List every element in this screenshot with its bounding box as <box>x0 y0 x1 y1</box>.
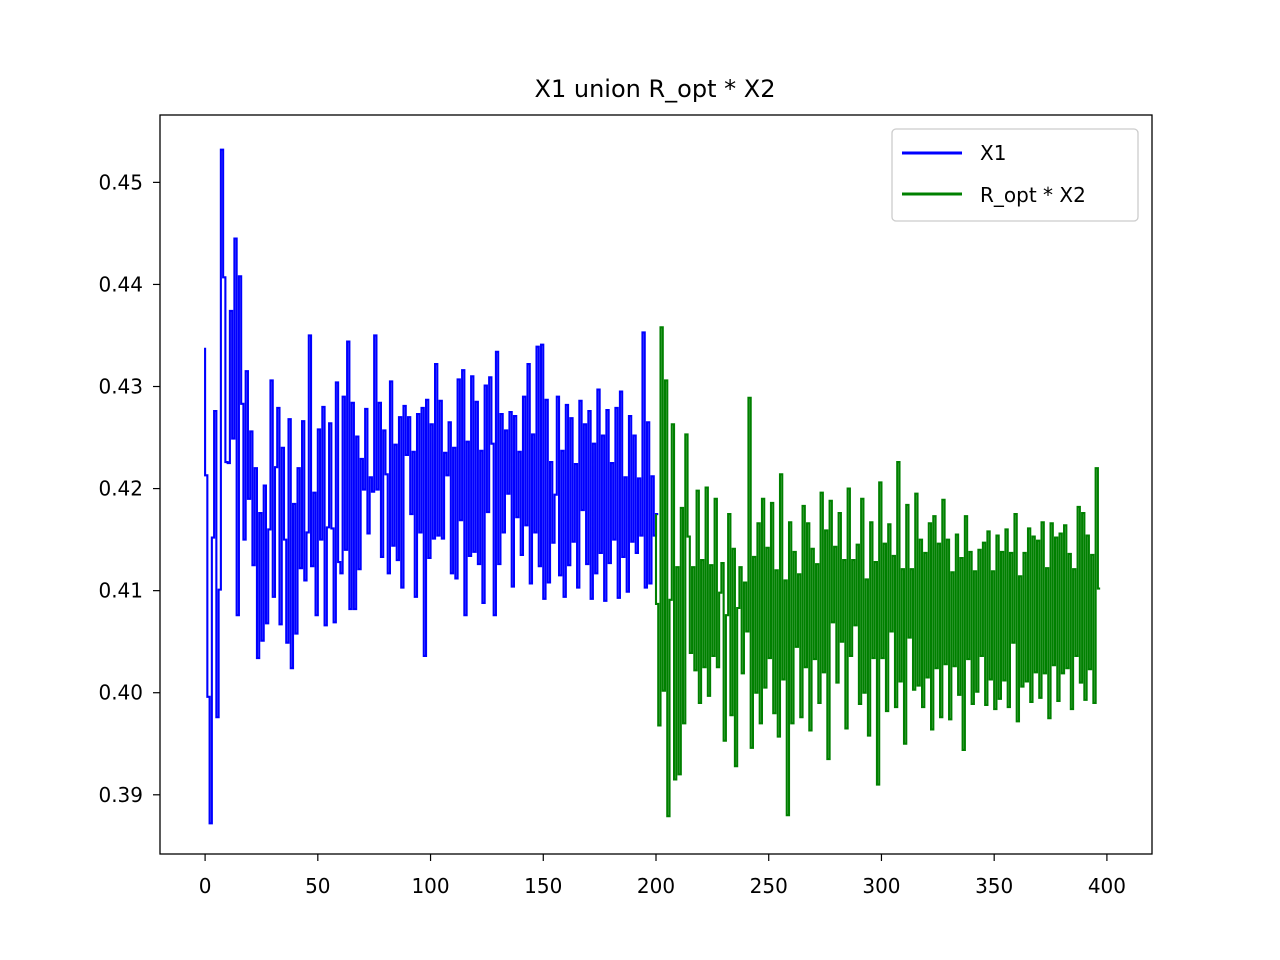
x-tick-label: 0 <box>199 874 212 898</box>
y-tick-label: 0.39 <box>98 783 143 807</box>
y-tick-label: 0.44 <box>98 272 143 296</box>
series-layer <box>204 148 1101 825</box>
y-tick-label: 0.41 <box>98 579 143 603</box>
x-tick-label: 400 <box>1088 874 1126 898</box>
x-tick-label: 150 <box>524 874 562 898</box>
x-tick-label: 300 <box>862 874 900 898</box>
x-tick-label: 350 <box>975 874 1013 898</box>
legend-box <box>891 128 1139 222</box>
x-tick-label: 250 <box>750 874 788 898</box>
series-line-x1 <box>204 148 659 825</box>
x-tick-label: 100 <box>411 874 449 898</box>
y-tick-label: 0.45 <box>98 170 143 194</box>
y-axis: 0.39 0.40 0.41 0.42 0.43 0.44 0.45 <box>98 170 160 807</box>
chart-title: X1 union R_opt * X2 <box>535 75 776 103</box>
legend-label-x1: X1 <box>980 141 1006 165</box>
x-tick-label: 50 <box>305 874 330 898</box>
legend: X1 R_opt * X2 <box>891 128 1139 222</box>
y-tick-label: 0.40 <box>98 681 143 705</box>
y-tick-label: 0.43 <box>98 375 143 399</box>
series-line-r-opt-x2 <box>654 326 1101 818</box>
x-tick-label: 200 <box>637 874 675 898</box>
y-tick-label: 0.42 <box>98 477 143 501</box>
legend-label-r-opt-x2: R_opt * X2 <box>980 183 1086 207</box>
x-axis: 0 50 100 150 200 250 300 350 400 <box>199 854 1126 898</box>
